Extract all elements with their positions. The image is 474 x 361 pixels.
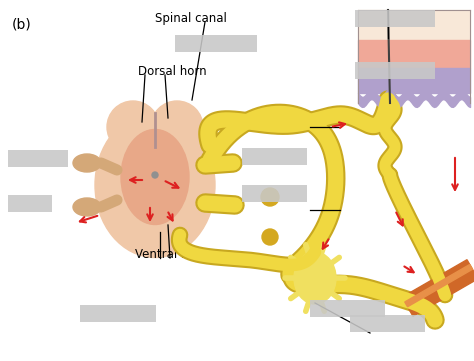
Bar xyxy=(80,305,156,322)
Ellipse shape xyxy=(73,198,101,216)
Bar xyxy=(310,300,385,317)
Ellipse shape xyxy=(73,154,101,172)
Text: Spinal canal: Spinal canal xyxy=(155,12,227,25)
Text: Dorsal horn: Dorsal horn xyxy=(138,65,207,78)
Bar xyxy=(358,68,470,93)
Bar xyxy=(355,62,435,79)
Bar xyxy=(350,315,425,332)
Ellipse shape xyxy=(107,101,159,153)
Ellipse shape xyxy=(151,101,203,153)
Bar xyxy=(8,150,68,167)
Text: (b): (b) xyxy=(12,18,32,32)
Text: Ventral horn: Ventral horn xyxy=(135,248,208,261)
Bar xyxy=(358,10,470,40)
Ellipse shape xyxy=(95,113,215,257)
Ellipse shape xyxy=(121,130,189,225)
Bar xyxy=(355,10,435,27)
Bar xyxy=(8,195,52,212)
Bar xyxy=(242,185,307,202)
Bar xyxy=(242,148,307,165)
Polygon shape xyxy=(405,265,473,307)
Bar xyxy=(358,40,470,68)
Polygon shape xyxy=(402,260,474,316)
Bar xyxy=(175,35,257,52)
Ellipse shape xyxy=(294,252,336,304)
Ellipse shape xyxy=(152,172,158,178)
Ellipse shape xyxy=(262,229,278,245)
Ellipse shape xyxy=(261,188,279,206)
